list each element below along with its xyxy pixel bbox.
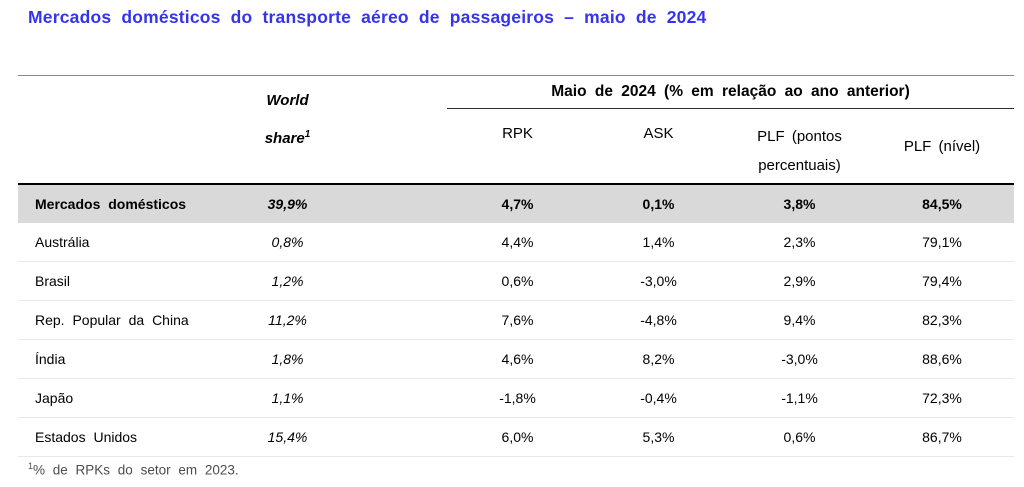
plf-points-value: 3,8% (783, 196, 816, 212)
table-header: World share1 Maio de 2024 (% em relação … (18, 75, 1014, 185)
market-name: Rep. Popular da China (35, 312, 189, 328)
plf-points-line2: percentuais) (758, 157, 841, 174)
footnote-superscript: 1 (28, 461, 34, 471)
world-share-superscript: 1 (304, 129, 311, 140)
table-row-brasil: Brasil 1,2% 0,6% -3,0% 2,9% 79,4% (18, 262, 1014, 301)
market-name: Índia (35, 351, 66, 367)
market-name: Mercados domésticos (35, 196, 187, 212)
table-row-mercados-domesticos: Mercados domésticos 39,9% 4,7% 0,1% 3,8%… (18, 185, 1014, 223)
world-share-value: 1,1% (271, 390, 304, 406)
rpk-value: 4,4% (501, 234, 534, 250)
plf-level-value: 79,4% (922, 273, 962, 289)
plf-level-value: 86,7% (922, 429, 962, 445)
column-header-plf-points: PLF (pontos percentuais) (729, 109, 870, 183)
ask-value: 0,1% (642, 196, 675, 212)
world-share-value: 15,4% (267, 429, 308, 445)
ask-value: -4,8% (640, 312, 677, 328)
plf-points-value: -1,1% (781, 390, 818, 406)
world-share-line1: World (266, 92, 309, 109)
rpk-value: 6,0% (501, 429, 534, 445)
plf-level-value: 82,3% (922, 312, 962, 328)
plf-points-value: 2,3% (783, 234, 816, 250)
market-name: Estados Unidos (35, 429, 138, 445)
ask-value: 1,4% (642, 234, 675, 250)
page-title: Mercados domésticos do transporte aéreo … (28, 7, 707, 27)
rpk-value: -1,8% (499, 390, 536, 406)
market-name: Brasil (35, 273, 71, 289)
rpk-value: 4,6% (501, 351, 534, 367)
market-name: Japão (35, 390, 74, 406)
world-share-value: 1,8% (271, 351, 304, 367)
table-row-india: Índia 1,8% 4,6% 8,2% -3,0% 88,6% (18, 340, 1014, 379)
column-header-ask: ASK (643, 125, 674, 142)
world-share-value: 11,2% (268, 312, 307, 328)
world-share-value: 0,8% (271, 234, 304, 250)
column-header-plf-level: PLF (nível) (903, 137, 981, 155)
column-group-header-maio-2024: Maio de 2024 (% em relação ao ano anteri… (447, 76, 1014, 109)
plf-level-value: 84,5% (922, 196, 962, 212)
column-header-rpk: RPK (502, 125, 533, 142)
market-name: Austrália (35, 234, 90, 250)
ask-value: -0,4% (640, 390, 677, 406)
world-share-value: 39,9% (267, 196, 308, 212)
ask-value: 5,3% (642, 429, 675, 445)
ask-value: 8,2% (642, 351, 675, 367)
rpk-value: 0,6% (501, 273, 534, 289)
plf-points-value: 2,9% (783, 273, 816, 289)
footnote: 1% de RPKs do setor em 2023. (28, 461, 239, 478)
plf-points-line1: PLF (pontos (757, 128, 842, 145)
footnote-text: % de RPKs do setor em 2023. (33, 462, 239, 478)
plf-level-value: 79,1% (922, 234, 962, 250)
plf-points-value: 9,4% (783, 312, 816, 328)
column-header-world-share: World share1 (230, 76, 345, 183)
table-row-china: Rep. Popular da China 11,2% 7,6% -4,8% 9… (18, 301, 1014, 340)
table-row-australia: Austrália 0,8% 4,4% 1,4% 2,3% 79,1% (18, 223, 1014, 262)
rpk-value: 7,6% (501, 312, 534, 328)
world-share-value: 1,2% (271, 273, 304, 289)
world-share-line2: share (264, 130, 305, 147)
plf-points-value: 0,6% (783, 429, 816, 445)
table-row-estados-unidos: Estados Unidos 15,4% 6,0% 5,3% 0,6% 86,7… (18, 418, 1014, 457)
markets-table: World share1 Maio de 2024 (% em relação … (18, 75, 1014, 457)
plf-level-value: 72,3% (922, 390, 962, 406)
ask-value: -3,0% (640, 273, 677, 289)
plf-points-value: -3,0% (781, 351, 818, 367)
plf-level-value: 88,6% (922, 351, 962, 367)
table-row-japao: Japão 1,1% -1,8% -0,4% -1,1% 72,3% (18, 379, 1014, 418)
rpk-value: 4,7% (501, 196, 534, 212)
